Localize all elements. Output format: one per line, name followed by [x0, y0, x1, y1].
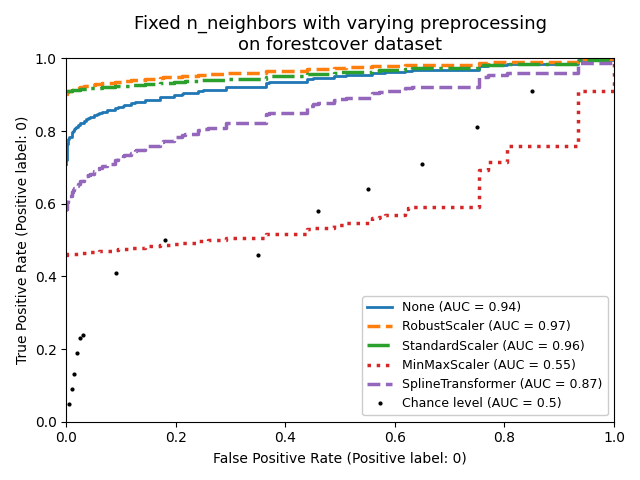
Line: StandardScaler (AUC = 0.96): StandardScaler (AUC = 0.96) — [67, 59, 614, 91]
MinMaxScaler (AUC = 0.55) — [83, 250, 90, 255]
StandardScaler (AUC = 0.96) — [83, 86, 90, 92]
RobustScaler (AUC = 0.97) — [63, 92, 70, 97]
None (AUC = 0.94) — [610, 56, 618, 61]
Chance level (AUC = 0.5) — [112, 270, 120, 276]
MinMaxScaler (AUC = 0.55) — [267, 231, 275, 237]
Chance level (AUC = 0.5) — [364, 186, 371, 192]
StandardScaler (AUC = 0.96) — [404, 66, 412, 72]
SplineTransformer (AUC = 0.87) — [404, 84, 412, 90]
RobustScaler (AUC = 0.97) — [573, 57, 581, 62]
MinMaxScaler (AUC = 0.55) — [404, 205, 412, 211]
StandardScaler (AUC = 0.96) — [63, 88, 70, 94]
Title: Fixed n_neighbors with varying preprocessing
on forestcover dataset: Fixed n_neighbors with varying preproces… — [134, 15, 547, 54]
None (AUC = 0.94) — [83, 117, 90, 122]
StandardScaler (AUC = 0.96) — [610, 56, 618, 61]
SplineTransformer (AUC = 0.87) — [267, 110, 275, 116]
None (AUC = 0.94) — [404, 68, 412, 73]
StandardScaler (AUC = 0.96) — [573, 57, 581, 63]
Chance level (AUC = 0.5) — [161, 237, 169, 243]
StandardScaler (AUC = 0.96) — [342, 70, 350, 75]
MinMaxScaler (AUC = 0.55) — [204, 238, 211, 243]
Chance level (AUC = 0.5) — [419, 161, 426, 167]
RobustScaler (AUC = 0.97) — [204, 72, 211, 77]
Chance level (AUC = 0.5) — [254, 252, 262, 257]
RobustScaler (AUC = 0.97) — [404, 62, 412, 68]
MinMaxScaler (AUC = 0.55) — [610, 56, 618, 61]
Chance level (AUC = 0.5) — [79, 332, 86, 337]
RobustScaler (AUC = 0.97) — [610, 56, 618, 61]
Line: None (AUC = 0.94): None (AUC = 0.94) — [67, 59, 614, 164]
SplineTransformer (AUC = 0.87) — [342, 96, 350, 102]
None (AUC = 0.94) — [204, 87, 211, 93]
SplineTransformer (AUC = 0.87) — [610, 56, 618, 61]
SplineTransformer (AUC = 0.87) — [573, 60, 581, 66]
Chance level (AUC = 0.5) — [473, 124, 481, 130]
Chance level (AUC = 0.5) — [528, 88, 536, 94]
MinMaxScaler (AUC = 0.55) — [342, 222, 350, 228]
Chance level (AUC = 0.5) — [65, 401, 73, 407]
SplineTransformer (AUC = 0.87) — [204, 125, 211, 131]
Chance level (AUC = 0.5) — [314, 208, 322, 214]
Line: RobustScaler (AUC = 0.97): RobustScaler (AUC = 0.97) — [67, 59, 614, 95]
MinMaxScaler (AUC = 0.55) — [573, 88, 581, 94]
RobustScaler (AUC = 0.97) — [83, 83, 90, 89]
X-axis label: False Positive Rate (Positive label: 0): False Positive Rate (Positive label: 0) — [213, 451, 467, 465]
StandardScaler (AUC = 0.96) — [204, 77, 211, 83]
Chance level (AUC = 0.5) — [70, 372, 78, 377]
RobustScaler (AUC = 0.97) — [267, 68, 275, 74]
None (AUC = 0.94) — [63, 161, 70, 167]
Legend: None (AUC = 0.94), RobustScaler (AUC = 0.97), StandardScaler (AUC = 0.96), MinMa: None (AUC = 0.94), RobustScaler (AUC = 0… — [362, 296, 608, 416]
RobustScaler (AUC = 0.97) — [342, 65, 350, 71]
StandardScaler (AUC = 0.96) — [267, 73, 275, 79]
Line: SplineTransformer (AUC = 0.87): SplineTransformer (AUC = 0.87) — [67, 59, 614, 211]
None (AUC = 0.94) — [267, 80, 275, 85]
Line: MinMaxScaler (AUC = 0.55): MinMaxScaler (AUC = 0.55) — [67, 59, 614, 254]
Y-axis label: True Positive Rate (Positive label: 0): True Positive Rate (Positive label: 0) — [15, 116, 29, 364]
SplineTransformer (AUC = 0.87) — [63, 208, 70, 214]
None (AUC = 0.94) — [342, 73, 350, 79]
Chance level (AUC = 0.5) — [68, 386, 76, 392]
Chance level (AUC = 0.5) — [76, 335, 84, 341]
Line: Chance level (AUC = 0.5): Chance level (AUC = 0.5) — [66, 88, 534, 407]
SplineTransformer (AUC = 0.87) — [83, 174, 90, 180]
None (AUC = 0.94) — [573, 58, 581, 63]
MinMaxScaler (AUC = 0.55) — [63, 252, 70, 257]
Chance level (AUC = 0.5) — [74, 350, 81, 356]
